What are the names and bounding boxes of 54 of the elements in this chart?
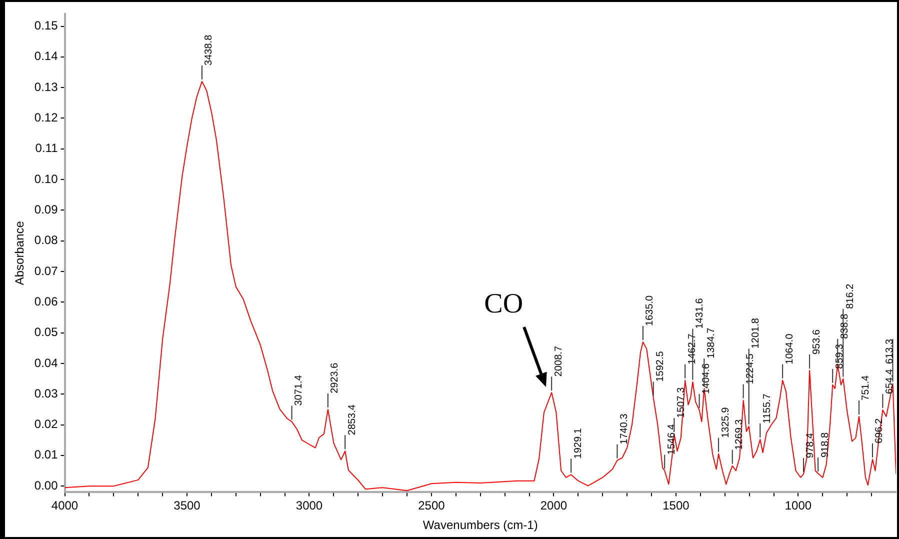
annotation: 978.4: [805, 432, 816, 458]
annotation: 1546.4: [666, 424, 678, 455]
x-tick-label: 3000: [296, 498, 323, 513]
x-tick-label: 3500: [174, 498, 201, 513]
annotation: 1201.8: [750, 318, 762, 349]
annotation: 3438.8: [204, 34, 215, 66]
annotation: 1507.3: [676, 386, 687, 418]
annotation: 1592.5: [655, 350, 666, 382]
x-tick-label: 1500: [662, 498, 690, 513]
annotation: 2853.4: [346, 404, 358, 436]
y-tick-label: 0.13: [34, 80, 58, 94]
annotation: 2923.6: [330, 362, 341, 394]
x-tick-label: 1000: [784, 498, 812, 513]
annotation: 751.4: [860, 375, 872, 400]
y-tick-label: 0.08: [34, 233, 58, 248]
x-tick-label: 2000: [540, 498, 568, 513]
annotation: 918.8: [820, 432, 831, 458]
annotation: 1064.0: [784, 333, 796, 364]
y-tick-label: 0.10: [34, 172, 58, 186]
annotation: 816.2: [844, 283, 856, 309]
annotation: 859.3: [834, 343, 846, 369]
annotation: 1431.6: [694, 298, 706, 329]
y-tick-label: 0.12: [34, 110, 58, 125]
x-tick-label: 2500: [418, 498, 446, 513]
y-tick-label: 0.07: [34, 264, 58, 278]
annotation: 696.2: [874, 418, 886, 444]
y-tick-label: 0.04: [34, 356, 58, 370]
annotation: 3071.4: [294, 374, 305, 406]
annotation: 654.4: [884, 368, 896, 394]
annotation: 1635.0: [644, 294, 656, 326]
y-tick-label: 0.03: [34, 386, 58, 400]
y-tick-label: 0.15: [34, 18, 58, 33]
y-tick-label: 0.11: [35, 141, 58, 156]
y-tick-label: 0.02: [34, 417, 58, 432]
annotation: 1929.1: [572, 428, 584, 459]
annotation: 1404.6: [701, 363, 712, 394]
annotation: 1155.7: [762, 393, 773, 424]
y-tick-label: 0.06: [34, 294, 58, 308]
y-axis-title: Absorbance: [12, 220, 27, 286]
annotation: 1269.3: [734, 418, 746, 450]
annotation: 1325.9: [720, 406, 732, 438]
x-axis-title: Wavenumbers (cm-1): [422, 518, 538, 532]
annotation: 1384.7: [706, 327, 717, 358]
annotation: 1740.3: [618, 413, 630, 444]
annotation: 613.3: [884, 338, 896, 364]
y-tick-label: 0.00: [34, 478, 58, 492]
y-tick-label: 0.01: [34, 448, 58, 462]
annotation: 953.6: [811, 329, 822, 355]
annotation: CO: [484, 288, 524, 320]
y-tick-label: 0.14: [34, 49, 58, 64]
y-tick-label: 0.05: [34, 325, 58, 340]
y-tick-label: 0.09: [34, 202, 58, 216]
x-tick-label: 4000: [51, 498, 78, 513]
annotation: 2008.7: [553, 346, 564, 377]
